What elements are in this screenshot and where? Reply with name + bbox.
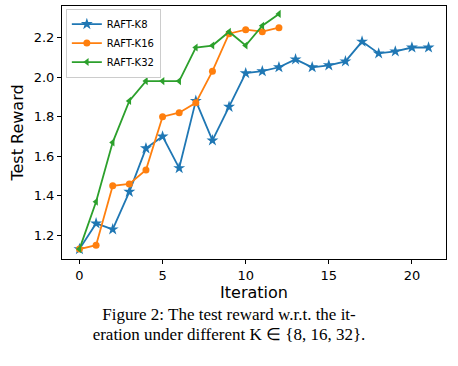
svg-text:Iteration: Iteration: [220, 283, 288, 302]
svg-text:15: 15: [321, 268, 338, 283]
svg-text:20: 20: [404, 268, 421, 283]
svg-text:1.8: 1.8: [34, 109, 55, 124]
svg-text:RAFT-K16: RAFT-K16: [107, 38, 154, 49]
svg-text:2.0: 2.0: [34, 70, 55, 85]
svg-text:1.6: 1.6: [34, 149, 55, 164]
svg-text:0: 0: [75, 268, 83, 283]
svg-text:2.2: 2.2: [34, 30, 55, 45]
html-text:Figure 2: The test reward w.r.: Figure 2: The test reward w.r.t. the it-: [102, 305, 356, 324]
svg-text:10: 10: [237, 268, 254, 283]
svg-text:1.2: 1.2: [34, 228, 55, 243]
svg-text:Test Reward: Test Reward: [8, 84, 27, 181]
svg-text:RAFT-K32: RAFT-K32: [107, 57, 154, 68]
svg-text:RAFT-K8: RAFT-K8: [107, 19, 148, 30]
html-text:eration under different K ∈ {8: eration under different K ∈ {8, 16, 32}.: [92, 325, 366, 344]
svg-text:1.4: 1.4: [34, 188, 55, 203]
svg-text:5: 5: [158, 268, 166, 283]
